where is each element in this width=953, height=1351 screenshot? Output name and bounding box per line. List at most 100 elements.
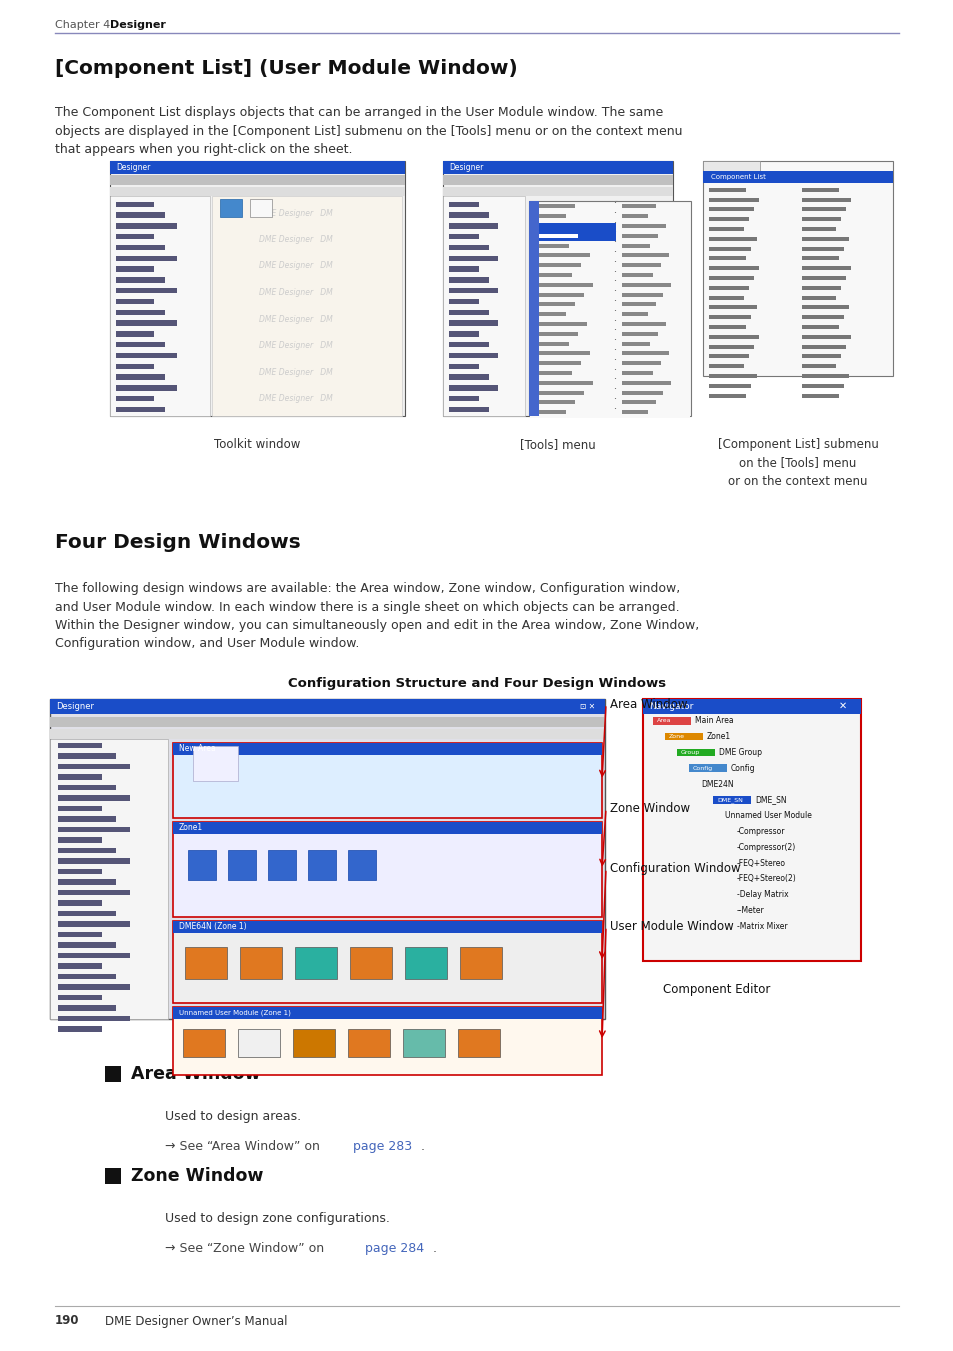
Bar (172, 743, 601, 754)
Bar (616, 311, 689, 320)
Bar (449, 299, 479, 304)
Text: -FEQ+Stereo: -FEQ+Stereo (737, 858, 785, 867)
Bar (449, 234, 479, 239)
Text: page 283: page 283 (353, 1140, 412, 1152)
Bar (449, 363, 479, 369)
Text: -Compressor: -Compressor (737, 827, 784, 836)
Bar (616, 281, 689, 290)
Bar (308, 850, 335, 880)
Bar (536, 400, 575, 404)
Bar (621, 282, 671, 286)
Text: Zone1: Zone1 (706, 732, 730, 742)
Bar (530, 311, 616, 320)
Text: DME Designer   DM: DME Designer DM (258, 288, 333, 297)
Bar (116, 288, 177, 293)
Text: --Meter: --Meter (737, 907, 764, 915)
Text: The Component List displays objects that can be arranged in the User Module wind: The Component List displays objects that… (55, 105, 681, 155)
Bar (530, 320, 616, 330)
Bar (116, 255, 177, 261)
Bar (530, 262, 616, 270)
Bar (664, 732, 702, 740)
Bar (536, 351, 590, 355)
Bar (536, 243, 569, 247)
Text: Group: Group (680, 750, 700, 755)
Bar (58, 838, 102, 843)
Bar (172, 821, 601, 834)
Bar (116, 201, 153, 207)
Bar (801, 354, 841, 358)
Bar (58, 984, 130, 989)
Text: -Delay Matrix: -Delay Matrix (737, 890, 788, 900)
Bar (708, 257, 745, 261)
Bar (530, 281, 616, 290)
Text: [Component List] (User Module Window): [Component List] (User Module Window) (55, 58, 517, 77)
Bar (708, 286, 748, 290)
Bar (708, 197, 759, 201)
Bar (536, 332, 578, 336)
Bar (616, 350, 689, 359)
Bar (536, 381, 593, 385)
Bar (58, 774, 102, 780)
Bar (50, 717, 604, 727)
Bar (348, 850, 375, 880)
Text: Area Window: Area Window (609, 697, 687, 711)
Bar (58, 994, 102, 1000)
Bar (172, 1006, 601, 1019)
Bar (116, 353, 177, 358)
Bar (616, 203, 689, 212)
Bar (621, 372, 653, 376)
Text: -FEQ+Stereo(2): -FEQ+Stereo(2) (737, 874, 796, 884)
Text: Navigator: Navigator (648, 701, 693, 711)
Bar (642, 698, 861, 962)
Bar (708, 393, 745, 397)
Text: DME Designer   DM: DME Designer DM (258, 340, 333, 350)
Bar (449, 396, 479, 401)
Bar (801, 296, 835, 300)
Bar (58, 827, 130, 832)
Bar (228, 850, 255, 880)
Bar (105, 1066, 121, 1082)
Bar (708, 218, 748, 222)
Bar (172, 821, 601, 917)
Bar (801, 315, 842, 319)
Bar (536, 322, 586, 326)
Bar (530, 232, 616, 242)
Text: ⊡ ✕: ⊡ ✕ (579, 703, 595, 711)
Text: Configuration Window: Configuration Window (609, 862, 740, 875)
Bar (536, 273, 572, 277)
Bar (801, 236, 848, 240)
Bar (530, 253, 616, 261)
Bar (50, 730, 604, 739)
Bar (801, 247, 842, 251)
Text: → See “Area Window” on: → See “Area Window” on (165, 1140, 323, 1152)
Bar (530, 359, 616, 369)
Bar (449, 266, 479, 272)
Bar (621, 400, 655, 404)
Text: Unnamed User Module: Unnamed User Module (724, 811, 811, 820)
Text: DME Designer Owner’s Manual: DME Designer Owner’s Manual (105, 1315, 287, 1328)
Bar (536, 282, 593, 286)
Bar (442, 161, 672, 174)
Bar (616, 301, 689, 309)
Bar (58, 921, 130, 927)
Bar (58, 952, 130, 958)
Bar (116, 374, 165, 380)
Text: Zone: Zone (668, 734, 684, 739)
Bar (50, 739, 168, 1019)
Bar (294, 947, 336, 979)
Bar (677, 748, 714, 757)
Bar (58, 794, 130, 801)
Bar (530, 203, 616, 212)
Bar (402, 1029, 444, 1056)
Bar (188, 850, 215, 880)
Bar (116, 277, 165, 282)
Text: Component Editor: Component Editor (662, 984, 770, 996)
Text: DME Designer   DM: DME Designer DM (258, 394, 333, 403)
Bar (708, 247, 751, 251)
Text: DME64N (Zone 1): DME64N (Zone 1) (179, 923, 247, 931)
Text: 190: 190 (55, 1315, 79, 1328)
Bar (616, 272, 689, 281)
Bar (442, 196, 524, 416)
Bar (530, 242, 616, 251)
Bar (459, 947, 501, 979)
